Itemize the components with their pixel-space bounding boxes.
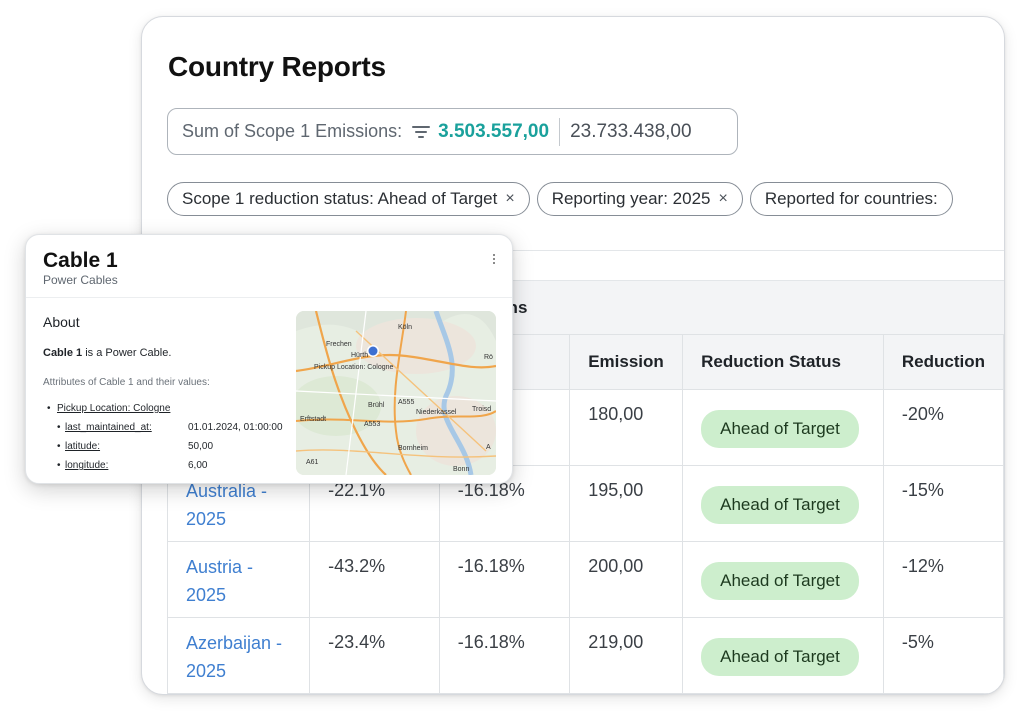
filter-chip-label: Scope 1 reduction status: Ahead of Targe… xyxy=(182,189,498,208)
filter-icon[interactable] xyxy=(412,125,431,139)
filter-chips: Scope 1 reduction status: Ahead of Targe… xyxy=(167,182,960,216)
attributes-caption: Attributes of Cable 1 and their values: xyxy=(43,377,210,388)
status-badge: Ahead of Target xyxy=(701,562,859,600)
status-badge: Ahead of Target xyxy=(701,486,859,524)
page-title: Country Reports xyxy=(168,51,386,82)
svg-text:Troisd: Troisd xyxy=(472,406,491,413)
popup-title: Cable 1 xyxy=(43,249,118,272)
summary-total-value: 23.733.438,00 xyxy=(570,120,692,142)
filter-chip-reporting-year[interactable]: Reporting year: 2025 × xyxy=(536,182,743,216)
country-link[interactable]: Australia -2025 xyxy=(186,481,268,529)
attribute-key[interactable]: longitude: xyxy=(65,460,109,471)
country-reports-table: ge PY Emission Reduction Status Reductio… xyxy=(166,334,1004,694)
filter-chip-reduction-status[interactable]: Scope 1 reduction status: Ahead of Targe… xyxy=(167,182,530,216)
reduction-cell: -20% xyxy=(882,389,1004,466)
toolbar-divider xyxy=(167,250,1004,251)
attribute-value: 01.01.2024, 01:00:00 xyxy=(188,422,283,433)
status-badge: Ahead of Target xyxy=(701,638,859,676)
status-cell: Ahead of Target xyxy=(682,541,884,618)
svg-text:A: A xyxy=(486,444,491,451)
country-cell: Austria -2025 xyxy=(166,541,311,618)
svg-text:Pickup Location: Cologne: Pickup Location: Cologne xyxy=(314,364,393,371)
cable-detail-popup: Cable 1 Power Cables About Cable 1 is a … xyxy=(25,234,513,484)
svg-text:A61: A61 xyxy=(306,459,319,466)
table-row: Azerbaijan -2025 -23.4% -16.18% 219,00 A… xyxy=(166,617,1004,694)
popup-divider xyxy=(26,297,512,298)
summary-divider xyxy=(559,117,561,146)
popup-subtitle: Power Cables xyxy=(43,273,118,287)
status-badge: Ahead of Target xyxy=(701,410,859,448)
status-cell: Ahead of Target xyxy=(682,465,884,542)
svg-text:Niederkassel: Niederkassel xyxy=(416,409,457,416)
about-heading: About xyxy=(43,314,80,330)
summary-filtered-value: 3.503.557,00 xyxy=(438,120,550,142)
country-link[interactable]: Azerbaijan -2025 xyxy=(186,633,283,681)
status-cell: Ahead of Target xyxy=(682,389,884,466)
svg-text:Bonn: Bonn xyxy=(453,466,469,473)
attribute-list: • Pickup Location: Cologne • last_mainta… xyxy=(43,403,303,479)
attribute-value: 6,00 xyxy=(188,460,208,471)
svg-text:A553: A553 xyxy=(364,421,380,428)
attribute-item: • longitude: 6,00 xyxy=(57,460,208,471)
svg-text:Frechen: Frechen xyxy=(326,341,352,348)
column-header-reduction[interactable]: Reduction xyxy=(882,334,1004,390)
attribute-value: 50,00 xyxy=(188,441,214,452)
close-icon[interactable]: × xyxy=(718,190,728,207)
country-link[interactable]: Austria -2025 xyxy=(186,557,254,605)
change-py-cell: -16.18% xyxy=(438,541,571,618)
popup-description: Cable 1 is a Power Cable. xyxy=(43,347,172,359)
more-vertical-icon[interactable] xyxy=(492,254,496,266)
filter-chip-label: Reported for countries: xyxy=(764,189,938,208)
attribute-item: • last_maintained_at: 01.01.2024, 01:00:… xyxy=(57,422,283,433)
svg-text:A555: A555 xyxy=(398,399,414,406)
reduction-cell: -12% xyxy=(882,541,1004,618)
emission-cell: 180,00 xyxy=(569,389,684,466)
emission-cell: 200,00 xyxy=(569,541,684,618)
attribute-key[interactable]: Pickup Location: Cologne xyxy=(57,403,171,414)
column-header-emission[interactable]: Emission xyxy=(569,334,684,390)
change-cell: -43.2% xyxy=(309,541,440,618)
emission-cell: 219,00 xyxy=(569,617,684,694)
svg-text:Rö: Rö xyxy=(484,354,493,361)
attribute-key[interactable]: latitude: xyxy=(65,441,101,452)
change-cell: -23.4% xyxy=(309,617,440,694)
country-reports-panel: Country Reports Sum of Scope 1 Emissions… xyxy=(141,16,1005,695)
status-cell: Ahead of Target xyxy=(682,617,884,694)
attribute-item: • latitude: 50,00 xyxy=(57,441,214,452)
reduction-cell: -15% xyxy=(882,465,1004,542)
attribute-key[interactable]: last_maintained_at: xyxy=(65,422,152,433)
svg-text:Hürth: Hürth xyxy=(351,352,368,359)
map-graphic: Köln Frechen Hürth Pickup Location: Colo… xyxy=(296,311,496,475)
change-py-cell: -16.18% xyxy=(438,617,571,694)
svg-text:Bornheim: Bornheim xyxy=(398,445,428,452)
column-header-reduction-status[interactable]: Reduction Status xyxy=(682,334,884,390)
svg-text:Köln: Köln xyxy=(398,324,412,331)
country-cell: Azerbaijan -2025 xyxy=(166,617,311,694)
attribute-item: • Pickup Location: Cologne xyxy=(47,403,171,414)
reduction-cell: -5% xyxy=(882,617,1004,694)
summary-label: Sum of Scope 1 Emissions: xyxy=(182,121,403,141)
location-map[interactable]: Köln Frechen Hürth Pickup Location: Colo… xyxy=(296,311,496,475)
svg-text:Brühl: Brühl xyxy=(368,402,385,409)
emissions-summary-box: Sum of Scope 1 Emissions: 3.503.557,00 2… xyxy=(167,108,738,155)
table-row: Austria -2025 -43.2% -16.18% 200,00 Ahea… xyxy=(166,541,1004,618)
svg-text:Erftstadt: Erftstadt xyxy=(300,416,326,423)
filter-chip-countries[interactable]: Reported for countries: xyxy=(749,182,953,216)
filter-chip-label: Reporting year: 2025 xyxy=(551,189,711,208)
emission-cell: 195,00 xyxy=(569,465,684,542)
close-icon[interactable]: × xyxy=(505,190,515,207)
